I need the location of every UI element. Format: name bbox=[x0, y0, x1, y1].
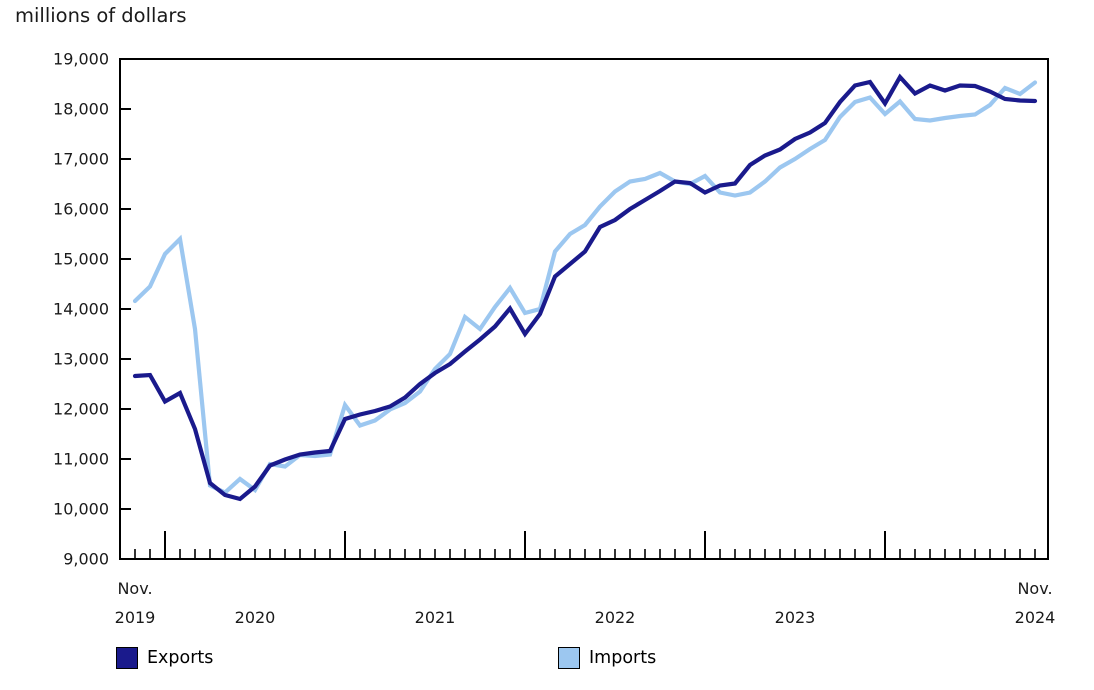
legend-label-imports: Imports bbox=[589, 648, 657, 668]
plot-layer: 9,000 10,000 11,000 12,000 13,000 14,000 15,00… bbox=[53, 50, 1055, 628]
chart-unit-title: millions of dollars bbox=[15, 4, 187, 27]
imports-color-swatch bbox=[558, 647, 580, 669]
y-axis-tick-label: 14,000 bbox=[53, 300, 109, 319]
exports-line bbox=[132, 73, 1038, 502]
y-axis-tick-label: 12,000 bbox=[53, 400, 109, 419]
y-axis-tick-label: 17,000 bbox=[53, 150, 109, 169]
x-axis-year-label: 2021 bbox=[415, 608, 456, 627]
imports-line bbox=[132, 80, 1038, 495]
y-axis-tick-label: 18,000 bbox=[53, 100, 109, 119]
y-axis-tick-label: 9,000 bbox=[63, 550, 109, 569]
y-axis-tick-label: 16,000 bbox=[53, 200, 109, 219]
x-axis-year-label: 2020 bbox=[235, 608, 276, 627]
exports-color-swatch bbox=[116, 647, 138, 669]
y-axis-tick-label: 10,000 bbox=[53, 500, 109, 519]
x-axis-year-label: 2022 bbox=[595, 608, 636, 627]
trade-line-chart: 9,000 10,000 11,000 12,000 13,000 14,000 15,00… bbox=[53, 50, 1055, 628]
x-axis-start-year-label: 2019 bbox=[115, 608, 156, 627]
x-axis-start-month-label: Nov. bbox=[117, 579, 152, 598]
legend-label-exports: Exports bbox=[147, 648, 214, 668]
x-axis-year-label: 2023 bbox=[775, 608, 816, 627]
legend-item-exports: Exports bbox=[116, 645, 213, 671]
y-axis-tick-label: 19,000 bbox=[53, 50, 109, 69]
y-axis-tick-label: 13,000 bbox=[53, 350, 109, 369]
x-axis-end-month-label: Nov. bbox=[1017, 579, 1052, 598]
legend-item-imports: Imports bbox=[558, 645, 656, 671]
y-axis-tick-label: 11,000 bbox=[53, 450, 109, 469]
y-axis-tick-label: 15,000 bbox=[53, 250, 109, 269]
x-axis-end-year-label: 2024 bbox=[1015, 608, 1056, 627]
